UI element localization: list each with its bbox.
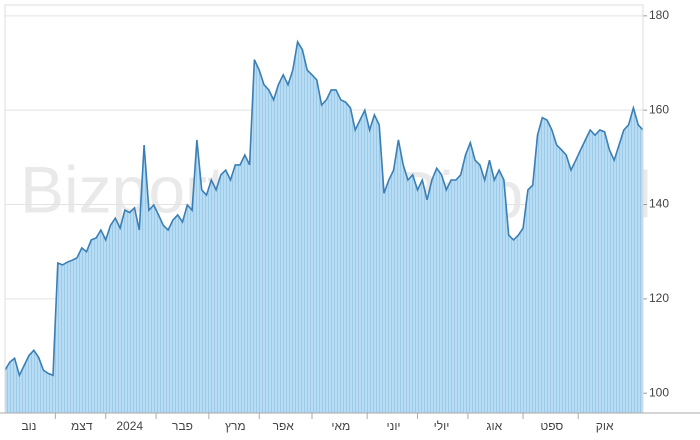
- x-tick-label: 2024: [116, 419, 143, 433]
- x-tick-label: אוג: [486, 419, 502, 433]
- y-tick-label: 140: [649, 197, 669, 211]
- y-tick-label: 120: [649, 291, 669, 305]
- x-tick-label: דצמ: [71, 419, 93, 433]
- x-tick-label: אוק: [596, 419, 614, 433]
- x-tick-label: ספט: [540, 419, 563, 433]
- x-tick-label: נוב: [22, 419, 37, 433]
- x-tick-label: מרץ: [225, 419, 246, 433]
- y-tick-label: 160: [649, 102, 669, 116]
- x-tick-label: אפר: [273, 419, 295, 433]
- x-tick-label: יוני: [387, 419, 401, 433]
- x-tick-label: יולי: [434, 419, 450, 433]
- y-tick-label: 180: [649, 8, 669, 22]
- line: [4, 39, 644, 378]
- area: [5, 41, 643, 414]
- x-tick-label: פבר: [172, 419, 193, 433]
- y-tick-label: 100: [649, 385, 669, 399]
- x-tick-label: מאי: [331, 419, 350, 433]
